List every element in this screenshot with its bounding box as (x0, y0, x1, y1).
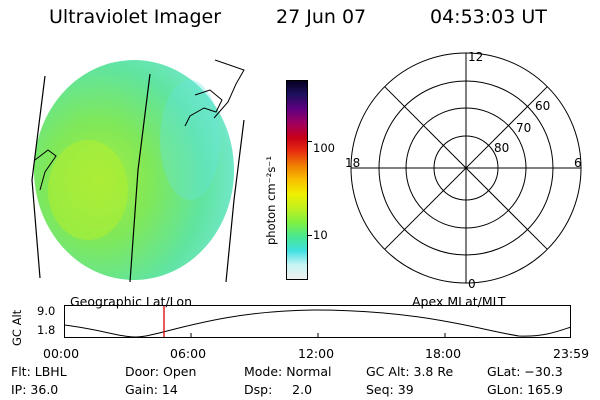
coastline (213, 59, 245, 119)
status-mode: Mode: Normal (244, 364, 332, 379)
orbit-x-tick: 23:59 (553, 346, 590, 361)
ring-label: 60 (535, 99, 550, 113)
ring-label: 70 (516, 121, 531, 135)
colorbar-tick-label: 10 (313, 228, 328, 242)
instrument-title: Ultraviolet Imager (49, 6, 222, 28)
colorbar-unit: photon cm⁻²s⁻¹ (264, 156, 278, 245)
status-filter: Flt: LBHL (11, 364, 67, 379)
status-seq: Seq: 39 (366, 382, 414, 397)
status-ip: IP: 36.0 (11, 382, 59, 397)
longitude-line (129, 73, 151, 283)
longitude-line (31, 75, 46, 279)
coastline (34, 149, 57, 191)
orbit-plot (64, 305, 572, 338)
colorbar-tick (307, 235, 312, 236)
orbit-y-tick: 1.8 (37, 323, 56, 337)
mlt-label-right: 6 (574, 156, 582, 170)
ring-label: 80 (494, 141, 509, 155)
status-door: Door: Open (125, 364, 197, 379)
colorbar-tick (307, 141, 312, 142)
longitude-line (225, 119, 245, 283)
orbit-axis-title: GC Alt (10, 309, 24, 346)
orbit-altitude-curve (64, 309, 572, 338)
status-gain: Gain: 14 (125, 382, 178, 397)
orbit-x-tick: 06:00 (170, 346, 207, 361)
coastline (184, 89, 223, 127)
mlt-label-left: 18 (345, 156, 360, 170)
uv-earth-image (31, 59, 245, 283)
polar-grid: 12 0 18 6 60 70 80 (345, 50, 582, 291)
status-dsp: Dsp: 2.0 (244, 382, 313, 397)
orbit-x-tick: 00:00 (43, 346, 80, 361)
status-glon: GLon: 165.9 (487, 382, 563, 397)
orbit-x-tick: 18:00 (425, 346, 462, 361)
status-glat: GLat: −30.3 (487, 364, 563, 379)
date-label: 27 Jun 07 (276, 6, 367, 28)
orbit-x-tick: 12:00 (298, 346, 335, 361)
colorbar-tick-label: 100 (313, 141, 335, 155)
mlt-label-top: 12 (468, 50, 483, 64)
status-gc-alt: GC Alt: 3.8 Re (366, 364, 454, 379)
mlt-label-bottom: 0 (468, 277, 476, 291)
orbit-y-tick: 9.0 (37, 304, 56, 318)
colorbar (286, 80, 308, 280)
time-label: 04:53:03 UT (430, 6, 547, 28)
